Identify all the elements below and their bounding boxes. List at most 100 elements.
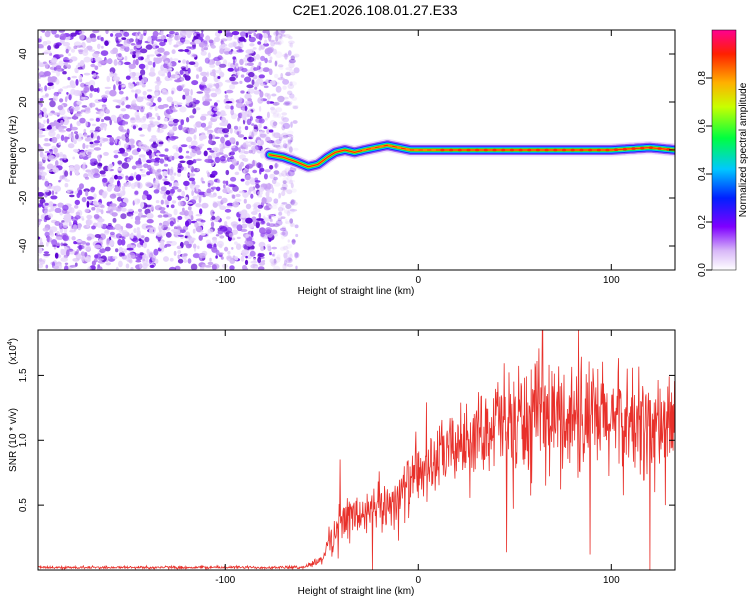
heatmap-noise-blob [43,191,48,198]
heatmap-noise-blob [162,220,170,228]
heatmap-noise-blob [162,171,168,176]
colorbar-ticks: 0.0 0.2 0.4 0.6 0.8 [697,71,712,277]
heatmap-noise-blob [291,201,298,206]
heatmap-noise-blob [203,44,209,48]
heatmap-noise-blob [125,263,130,269]
heatmap-noise-blob [239,31,247,37]
heatmap-noise-blob [121,207,127,212]
heatmap-noise-blob [195,225,203,233]
heatmap-noise-blob [271,131,277,138]
heatmap-noise-blob [248,71,255,78]
heatmap-noise-blob [55,191,58,195]
heatmap-noise-blob [109,136,115,143]
heatmap-noise-blob [280,116,287,120]
heatmap-noise-blob [271,122,277,128]
heatmap-noise-blob [176,196,185,199]
heatmap-noise-blob [71,190,74,194]
snr-multiplier-base: (x10 [8,345,19,365]
heatmap-noise-blob [284,73,292,76]
heatmap-noise-blob [157,104,165,110]
heatmap-noise-blob [170,204,175,209]
heatmap-noise-blob [153,248,159,256]
heatmap-noise-blob [89,129,95,134]
heatmap-noise-blob [134,219,141,225]
heatmap-noise-blob [219,155,226,162]
heatmap-noise-blob [86,223,90,228]
heatmap-noise-blob [187,67,191,74]
heatmap-noise-blob [133,45,137,50]
heatmap-noise-blob [142,74,145,78]
heatmap-noise-blob [251,131,254,139]
heatmap-noise-blob [67,143,75,149]
heatmap-noise-blob [34,134,37,137]
heatmap-noise-blob [232,201,240,208]
heatmap-noise-blob [122,113,130,120]
heatmap-noise-blob [130,144,135,149]
heatmap-noise-blob [216,186,221,192]
heatmap-noise-blob [219,243,223,249]
heatmap-noise-blob [224,246,229,252]
heatmap-noise-blob [230,109,235,116]
heatmap-noise-blob [282,229,289,237]
heatmap-noise-blob [290,222,296,227]
heatmap-noise-blob [212,239,218,244]
heatmap-noise-blob [281,125,286,131]
heatmap-noise-blob [135,58,139,66]
heatmap-noise-blob [261,130,265,133]
heatmap-noise-blob [34,204,36,208]
heatmap-noise-blob [92,30,100,34]
heatmap-noise-blob [93,72,97,78]
heatmap-noise-blob [78,31,85,34]
heatmap-noise-blob [225,89,234,94]
heatmap-noise-blob [32,243,38,246]
heatmap-noise-blob [232,223,238,229]
heatmap-noise-blob [293,67,300,74]
heatmap-noise-blob [43,112,48,118]
heatmap-noise-blob [117,238,123,246]
heatmap-noise-blob [248,48,255,54]
heatmap-noise-blob [125,104,131,109]
heatmap-noise-blob [242,104,246,112]
heatmap-noise-blob [168,39,172,46]
heatmap-noise-blob [118,140,122,146]
heatmap-noise-blob [47,169,54,173]
heatmap-noise-blob [239,154,246,160]
heatmap-noise-blob [258,241,266,248]
heatmap-noise-blob [96,135,101,141]
heatmap-noise-blob [207,182,211,188]
heatmap-noise-blob [287,138,291,146]
heatmap-noise-blob [289,42,294,48]
heatmap-noise-blob [271,187,275,194]
heatmap-noise-blob [231,81,239,85]
heatmap-noise-blob [121,84,126,88]
heatmap-noise-blob [48,112,54,116]
heatmap-noise-blob [186,46,192,49]
heatmap-noise-blob [282,53,290,58]
heatmap-noise-blob [140,69,146,76]
heatmap-noise-blob [285,67,293,71]
heatmap-noise-blob [164,175,168,179]
heatmap-noise-blob [92,52,99,58]
heatmap-noise-blob [80,251,86,257]
heatmap-noise-blob [38,123,45,129]
heatmap-noise-blob [277,196,281,199]
heatmap-noise-blob [117,196,122,202]
heatmap-noise-blob [34,141,38,148]
heatmap-noise-blob [257,41,262,45]
heatmap-noise-blob [101,174,106,177]
heatmap-noise-blob [41,30,46,33]
heatmap-noise-blob [137,208,143,213]
heatmap-noise-blob [75,133,79,140]
heatmap-noise-blob [47,154,54,161]
heatmap-noise-blob [149,158,156,163]
heatmap-noise-blob [270,139,278,147]
heatmap-noise-blob [94,202,102,207]
heatmap-noise-blob [67,76,71,81]
heatmap-noise-blob [53,112,61,116]
heatmap-noise-blob [281,112,288,116]
heatmap-noise-blob [203,87,211,94]
heatmap-noise-blob [227,189,233,194]
heatmap-noise-blob [179,69,184,75]
heatmap-noise-blob [97,218,105,223]
